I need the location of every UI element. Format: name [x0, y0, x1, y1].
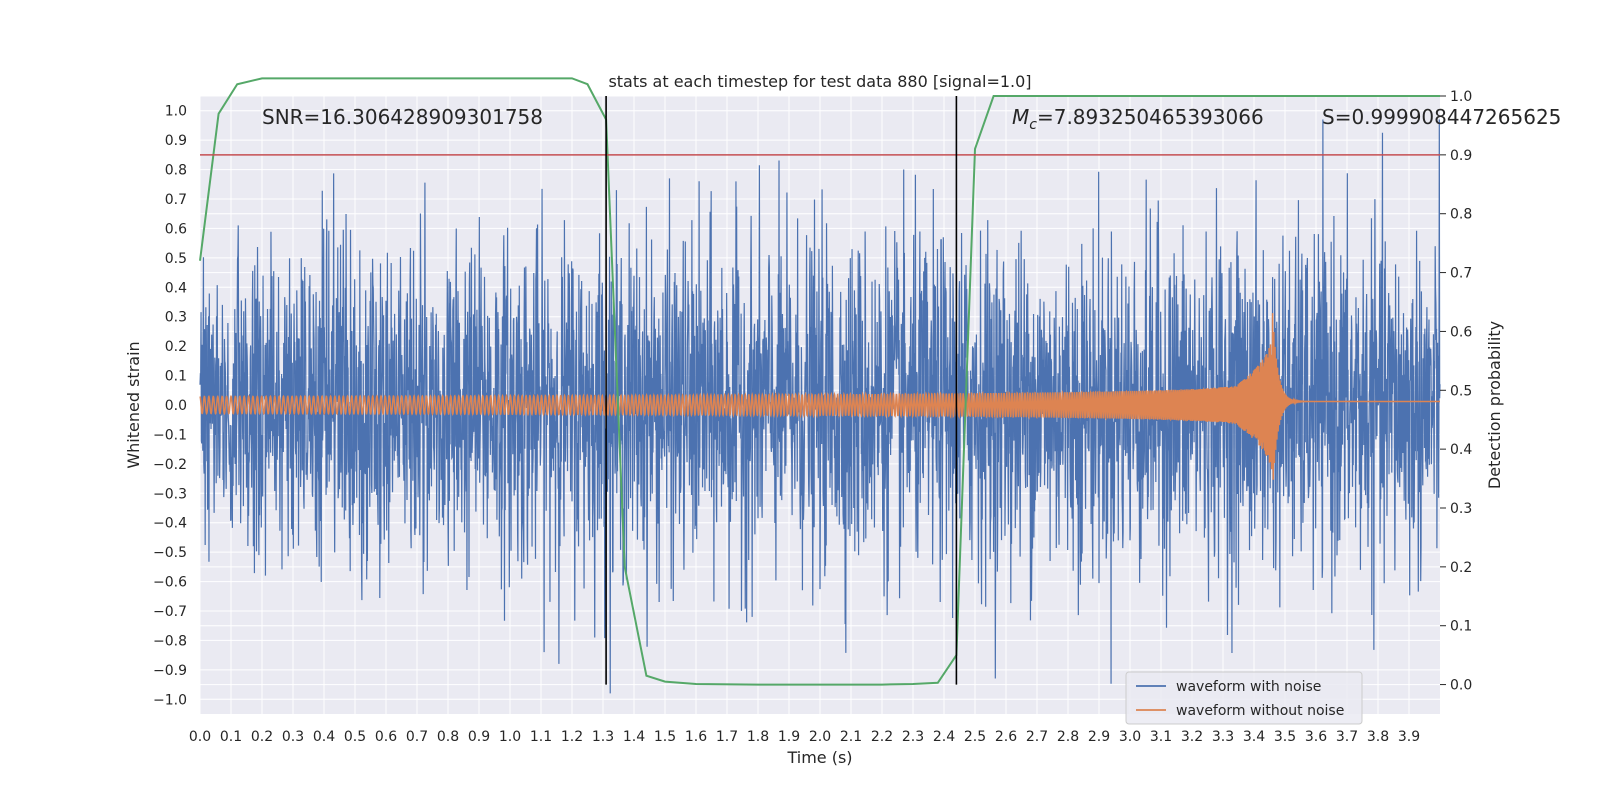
snr-annotation: SNR=16.306428909301758 [262, 105, 543, 129]
y-tick-label: 0.4 [165, 280, 187, 296]
y-tick-label: 0.5 [165, 251, 187, 267]
x-tick-label: 2.3 [902, 729, 924, 745]
y-tick-label: −0.7 [153, 604, 187, 620]
y-tick-label: −0.2 [153, 457, 187, 473]
x-tick-label: 3.1 [1150, 729, 1172, 745]
y-axis-label: Whitened strain [124, 341, 143, 468]
y-tick-label: 0.8 [165, 163, 187, 179]
x-tick-label: 0.8 [437, 729, 459, 745]
mc-value: =7.893250465393066 [1037, 105, 1264, 129]
y-tick-label: −0.1 [153, 427, 187, 443]
probability-line [199, 77, 1440, 686]
x-tick-label: 3.0 [1119, 729, 1141, 745]
x-tick-label: 1.1 [530, 729, 552, 745]
y2-ticks: 1.0 0.9 0.8 0.7 0.6 0.5 0.4 0.3 0.2 0.1 0.0 [1440, 89, 1472, 694]
x-tick-label: 2.7 [1026, 729, 1048, 745]
probability-series [199, 77, 1440, 686]
y2-tick-label: 0.5 [1450, 383, 1472, 399]
y-tick-label: −0.3 [153, 486, 187, 502]
noise-series [199, 119, 1441, 694]
y2-tick-label: 0.0 [1450, 678, 1472, 694]
x-tick-label: 3.8 [1367, 729, 1389, 745]
y-tick-label: −1.0 [153, 692, 187, 708]
noise-line [199, 119, 1441, 694]
chart-title: stats at each timestep for test data 880… [608, 72, 1031, 91]
s-annotation: S=0.999908447265625 [1322, 105, 1561, 129]
y2-tick-label: 0.9 [1450, 148, 1472, 164]
x-tick-label: 0.5 [344, 729, 366, 745]
x-tick-label: 0.1 [220, 729, 242, 745]
x-tick-label: 1.4 [623, 729, 645, 745]
mc-symbol: M [1012, 105, 1029, 129]
y2-tick-label: 0.6 [1450, 324, 1472, 340]
x-tick-label: 3.5 [1274, 729, 1296, 745]
legend-noise-label: waveform with noise [1176, 679, 1321, 695]
x-tick-label: 3.9 [1398, 729, 1420, 745]
x-tick-label: 2.9 [1088, 729, 1110, 745]
mc-annotation: Mc=7.893250465393066 [1012, 105, 1264, 133]
x-tick-label: 1.0 [499, 729, 521, 745]
x-tick-label: 0.2 [251, 729, 273, 745]
y2-tick-label: 1.0 [1450, 89, 1472, 105]
x-tick-label: 2.8 [1057, 729, 1079, 745]
x-tick-label: 2.4 [933, 729, 955, 745]
y-ticks: 1.0 0.9 0.8 0.7 0.6 0.5 0.4 0.3 0.2 0.1 0.0 −0.1 −0.… [153, 104, 187, 709]
x-tick-label: 2.6 [995, 729, 1017, 745]
x-tick-label: 3.7 [1336, 729, 1358, 745]
y2-tick-label: 0.7 [1450, 266, 1472, 282]
markers [200, 96, 1440, 685]
y-tick-label: −0.6 [153, 575, 187, 591]
x-tick-label: 0.0 [189, 729, 211, 745]
chirp-line [199, 313, 1440, 480]
x-tick-label: 0.9 [468, 729, 490, 745]
x-tick-label: 3.2 [1181, 729, 1203, 745]
x-tick-label: 2.5 [964, 729, 986, 745]
y2-tick-label: 0.4 [1450, 442, 1472, 458]
y2-axis-label: Detection probability [1485, 321, 1504, 489]
x-tick-label: 1.2 [561, 729, 583, 745]
legend-clean-label: waveform without noise [1176, 703, 1344, 719]
y-tick-label: 0.0 [165, 398, 187, 414]
y-tick-label: −0.8 [153, 633, 187, 649]
legend-box [1125, 671, 1363, 725]
x-tick-label: 2.0 [809, 729, 831, 745]
y2-tick-label: 0.2 [1450, 560, 1472, 576]
x-tick-label: 0.3 [282, 729, 304, 745]
x-tick-label: 3.4 [1243, 729, 1265, 745]
y-tick-label: −0.4 [153, 516, 187, 532]
y2-tick-label: 0.3 [1450, 501, 1472, 517]
x-axis-label: Time (s) [786, 748, 852, 767]
x-tick-label: 2.1 [840, 729, 862, 745]
x-ticks: 0.0 0.1 0.2 0.3 0.4 0.5 0.6 0.7 0.8 0.9 1.0 1.1 1.2 1… [189, 729, 1420, 745]
x-tick-label: 1.7 [716, 729, 738, 745]
x-tick-label: 2.2 [871, 729, 893, 745]
y-tick-label: −0.9 [153, 663, 187, 679]
y-tick-label: 0.2 [165, 339, 187, 355]
y-tick-label: 0.6 [165, 221, 187, 237]
x-tick-label: 1.3 [592, 729, 614, 745]
x-tick-label: 0.6 [375, 729, 397, 745]
x-tick-label: 0.7 [406, 729, 428, 745]
x-tick-label: 3.6 [1305, 729, 1327, 745]
legend: waveform with noise waveform without noi… [1125, 671, 1363, 725]
chirp-series [199, 313, 1440, 480]
x-tick-label: 1.5 [654, 729, 676, 745]
x-tick-label: 0.4 [313, 729, 335, 745]
x-tick-label: 1.9 [778, 729, 800, 745]
y-tick-label: 1.0 [165, 104, 187, 120]
y-tick-label: −0.5 [153, 545, 187, 561]
mc-subscript: c [1029, 117, 1037, 133]
x-tick-label: 1.8 [747, 729, 769, 745]
y-tick-label: 0.3 [165, 310, 187, 326]
x-tick-label: 1.6 [685, 729, 707, 745]
y-tick-label: 0.1 [165, 369, 187, 385]
y2-tick-label: 0.8 [1450, 207, 1472, 223]
y-tick-label: 0.9 [165, 133, 187, 149]
y-tick-label: 0.7 [165, 192, 187, 208]
y2-tick-label: 0.1 [1450, 619, 1472, 635]
x-tick-label: 3.3 [1212, 729, 1234, 745]
